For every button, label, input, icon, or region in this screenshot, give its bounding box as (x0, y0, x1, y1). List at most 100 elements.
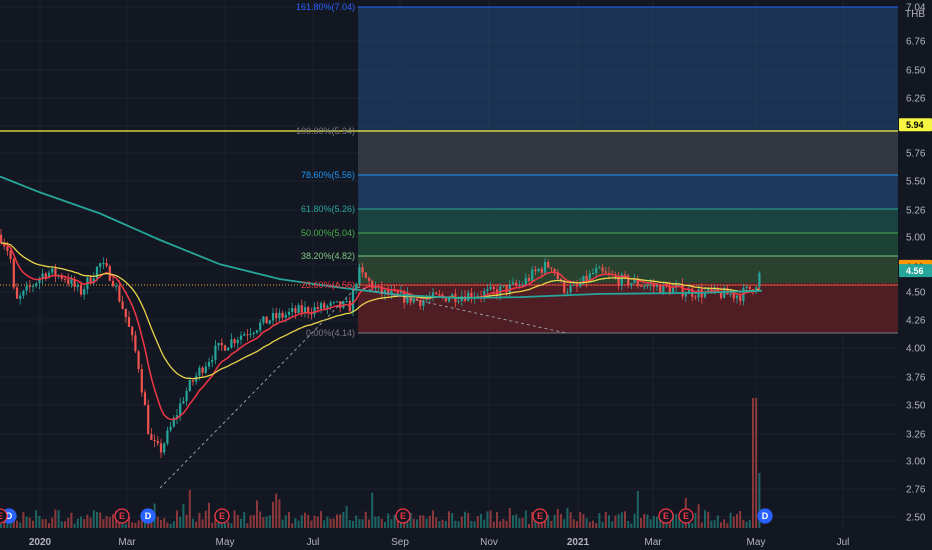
volume-bar (508, 508, 511, 528)
volume-bar (73, 523, 76, 528)
volume-bar (518, 518, 521, 528)
volume-bar (262, 517, 265, 528)
event-markers: DEDEEEEEDE (0, 508, 773, 524)
volume-bar (304, 512, 306, 528)
candle-body (412, 298, 415, 303)
volume-bar (675, 514, 678, 528)
price-axis[interactable]: 7.046.766.506.266.005.765.505.265.004.76… (899, 3, 932, 524)
candle-body (22, 290, 25, 296)
volume-bar (441, 519, 444, 528)
time-tick-label: Mar (644, 537, 662, 548)
candle-body (223, 345, 227, 351)
volume-bar (576, 521, 578, 528)
candle-body (367, 277, 371, 281)
volume-bar (182, 504, 185, 528)
volume-bar (256, 500, 258, 528)
volume-bar (361, 519, 364, 528)
volume-bar (89, 517, 92, 528)
time-tick-label: Mar (118, 537, 136, 548)
event-marker-label: D (762, 511, 769, 521)
candle-body (607, 272, 611, 274)
candle-body (707, 288, 710, 292)
time-tick-label: May (216, 537, 235, 548)
candle-body (316, 307, 319, 310)
volume-bar (9, 520, 12, 528)
candle-body (35, 283, 38, 287)
volume-bar (633, 513, 636, 528)
volume-bar (105, 516, 108, 528)
volume-bar (592, 520, 594, 528)
volume-bar (614, 515, 617, 528)
candle-body (150, 433, 153, 441)
event-marker-label: E (663, 511, 669, 521)
volume-bar (464, 511, 466, 528)
volume-bar (48, 523, 50, 528)
dividend-marker (757, 508, 773, 524)
volume-bar (524, 510, 527, 528)
candle-body (185, 390, 188, 402)
volume-bar (432, 510, 434, 528)
earnings-marker (0, 508, 8, 524)
volume-bar (163, 517, 166, 528)
candle-body (710, 288, 713, 291)
candle-body (694, 296, 697, 298)
price-tick-label: 2.50 (906, 513, 926, 524)
price-tick-label: 4.00 (906, 344, 926, 355)
candle-body (457, 301, 460, 303)
volume-bar (54, 509, 57, 528)
fib-label: 0.00%(4.14) (306, 328, 355, 338)
volume-bar (275, 493, 278, 528)
fib-label: 78.60%(5.56) (301, 170, 355, 180)
candle-body (422, 300, 425, 307)
volume-bar (393, 514, 396, 528)
volume-bar (134, 522, 137, 528)
candle-body (188, 380, 191, 391)
candle-body (486, 289, 489, 292)
candle-body (63, 278, 67, 280)
volume-bar (435, 517, 438, 528)
volume-bar (716, 515, 719, 528)
volume-bar (460, 516, 463, 528)
candle-body (627, 275, 630, 286)
volume-bar (348, 519, 351, 528)
time-axis[interactable]: 2020 Mar May Jul Sep Nov 2021 Mar May Jul (29, 537, 850, 548)
volume-bar (240, 518, 242, 528)
volume-bar (76, 518, 79, 528)
candle-body (396, 290, 399, 294)
volume-bar (102, 519, 105, 528)
volume-bar (496, 511, 498, 528)
candle-body (620, 274, 623, 286)
candle-body (684, 293, 687, 297)
event-marker-label: E (537, 511, 543, 521)
candle-body (323, 303, 326, 309)
volume-bar (704, 510, 706, 528)
candle-body (127, 317, 131, 327)
volume-bar (281, 519, 284, 528)
candle-body (444, 296, 447, 302)
currency-label: THB (905, 9, 925, 20)
volume-bar (204, 510, 207, 528)
candle-body (585, 275, 588, 282)
price-badge-label: 4.56 (906, 266, 924, 276)
fib-lines (0, 6, 898, 334)
candle-body (518, 285, 521, 287)
candle-body (630, 283, 633, 286)
volume-bar (16, 520, 18, 528)
volume-bar (422, 515, 425, 528)
volume-bar (748, 520, 751, 528)
candle-body (201, 367, 204, 373)
event-marker-label: D (6, 511, 13, 521)
volume-bars (0, 398, 761, 528)
price-badge (899, 264, 932, 278)
candle-body (492, 286, 495, 290)
volume-bar (355, 515, 358, 528)
volume-bar (755, 398, 758, 528)
volume-bar (185, 514, 188, 528)
volume-bar (124, 523, 127, 528)
volume-bar (172, 521, 175, 528)
candle-body (115, 285, 118, 287)
candle-body (380, 286, 383, 295)
candle-body (595, 268, 598, 274)
candle-body (198, 367, 201, 376)
